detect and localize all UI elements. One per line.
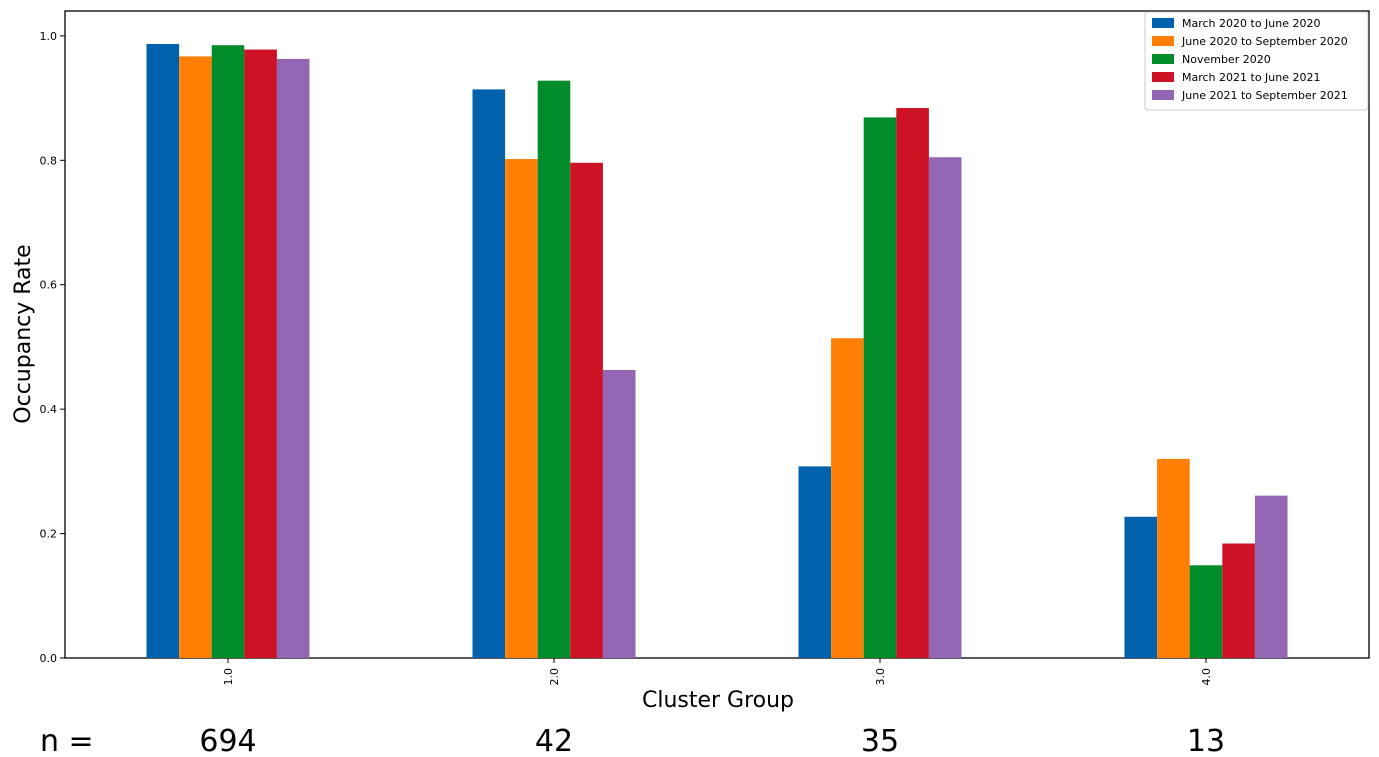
x-axis-ticks: 1.0 2.0 3.0 4.0 xyxy=(222,658,1213,686)
legend-entry-label: March 2020 to June 2020 xyxy=(1182,17,1321,30)
legend-entry-label: March 2021 to June 2021 xyxy=(1182,71,1321,84)
bar-series2-cat1 xyxy=(179,56,212,659)
bar-series4-cat3 xyxy=(896,108,929,659)
legend-entry-label: November 2020 xyxy=(1182,53,1271,66)
y-tick-label: 0.4 xyxy=(40,403,58,416)
bar-series5-cat2 xyxy=(602,369,636,658)
x-axis-label: Cluster Group xyxy=(642,688,794,713)
x-tick-label: 1.0 xyxy=(222,668,235,686)
sample-size-prefix: n = xyxy=(40,724,94,757)
legend-box xyxy=(1144,11,1369,111)
bar-series2-cat2 xyxy=(505,159,538,658)
sample-size-value: 35 xyxy=(861,724,899,757)
y-tick-label: 0.0 xyxy=(40,652,58,665)
bar-series5-cat4 xyxy=(1254,495,1288,658)
bar-series4-cat1 xyxy=(244,49,277,658)
bar-series3-cat2 xyxy=(537,80,571,659)
bar-series3-cat3 xyxy=(863,117,897,658)
legend-swatch xyxy=(1152,54,1174,64)
bar-series2-cat4 xyxy=(1157,458,1190,658)
y-tick-label: 0.2 xyxy=(40,528,58,541)
y-tick-label: 1.0 xyxy=(40,30,58,43)
x-tick-label: 4.0 xyxy=(1200,668,1213,686)
bar-series4-cat2 xyxy=(570,162,603,659)
x-tick-label: 3.0 xyxy=(874,668,887,686)
bar-series3-cat1 xyxy=(211,45,245,659)
legend-entry-label: June 2021 to September 2021 xyxy=(1181,89,1348,102)
legend-swatch xyxy=(1152,36,1174,46)
bar-series1-cat1 xyxy=(146,43,180,659)
bar-series5-cat1 xyxy=(276,58,310,658)
sample-size-value: 42 xyxy=(535,724,573,757)
y-tick-label: 0.6 xyxy=(40,279,58,292)
bar-series4-cat4 xyxy=(1222,543,1255,658)
x-tick-label: 2.0 xyxy=(548,668,561,686)
bars-group xyxy=(146,43,1288,659)
bar-series2-cat3 xyxy=(831,338,864,658)
sample-size-values: 694 42 35 13 xyxy=(199,724,1225,757)
legend-swatch xyxy=(1152,72,1174,82)
y-axis-ticks: 0.0 0.2 0.4 0.6 0.8 1.0 xyxy=(40,30,65,665)
bar-series1-cat3 xyxy=(798,466,832,658)
legend-swatch xyxy=(1152,18,1174,28)
bar-series5-cat3 xyxy=(928,157,962,658)
sample-size-value: 694 xyxy=(199,724,256,757)
y-axis-label: Occupancy Rate xyxy=(11,244,36,423)
sample-size-value: 13 xyxy=(1187,724,1225,757)
bar-series1-cat2 xyxy=(472,89,506,658)
legend-swatch xyxy=(1152,90,1174,100)
legend-entry-label: June 2020 to September 2020 xyxy=(1181,35,1348,48)
bar-series3-cat4 xyxy=(1189,565,1223,658)
bar-series1-cat4 xyxy=(1124,516,1158,658)
y-tick-label: 0.8 xyxy=(40,154,58,167)
legend: March 2020 to June 2020 June 2020 to Sept… xyxy=(1144,11,1369,111)
